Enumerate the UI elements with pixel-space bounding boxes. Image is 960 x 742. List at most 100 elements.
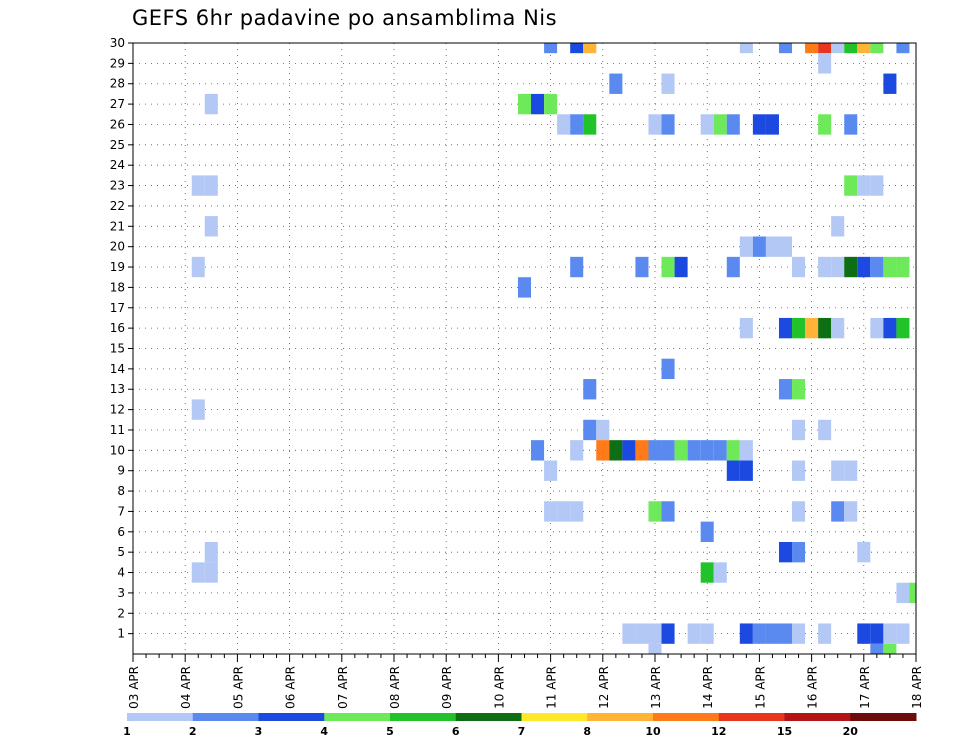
data-cell <box>583 43 597 54</box>
data-cell <box>792 419 806 441</box>
colorbar-label: 7 <box>518 725 526 738</box>
y-tick-label: 15 <box>110 342 125 356</box>
colorbar-label: 10 <box>645 725 661 738</box>
colorbar-segment <box>521 713 588 721</box>
data-cell <box>635 256 649 278</box>
x-tick-label: 03 APR <box>127 666 141 709</box>
data-cell <box>896 582 910 604</box>
x-tick-label: 14 APR <box>701 666 715 709</box>
data-cell <box>883 256 897 278</box>
colorbar-label: 12 <box>711 725 726 738</box>
data-cell <box>805 317 819 339</box>
x-tick-label: 17 APR <box>858 666 872 709</box>
x-tick-label: 11 APR <box>545 666 559 709</box>
data-cell <box>870 256 884 278</box>
y-tick-label: 9 <box>117 464 125 478</box>
data-cell <box>557 501 571 522</box>
data-cell <box>204 93 218 115</box>
data-cell <box>191 256 205 278</box>
x-tick-label: 10 APR <box>492 666 506 709</box>
data-cell <box>204 541 218 563</box>
data-cell <box>909 582 916 604</box>
data-cell <box>765 623 779 644</box>
data-cell <box>700 623 714 644</box>
data-cell <box>191 175 205 196</box>
y-tick-label: 30 <box>110 36 125 50</box>
y-tick-label: 13 <box>110 382 125 396</box>
data-cell <box>648 643 662 654</box>
data-cell <box>674 440 688 461</box>
colorbar-segment <box>390 713 457 721</box>
data-cell <box>726 114 740 135</box>
data-cell <box>831 216 845 237</box>
colorbar-label: 8 <box>583 725 591 738</box>
data-cell <box>896 43 910 54</box>
data-cell <box>713 440 727 461</box>
data-cell <box>648 623 662 644</box>
y-tick-label: 28 <box>110 77 125 91</box>
data-cell <box>635 623 649 644</box>
data-cell <box>726 256 740 278</box>
data-cell <box>517 93 532 115</box>
data-cell <box>674 256 688 278</box>
data-cell <box>583 419 597 441</box>
data-cell <box>778 43 793 54</box>
data-cell <box>648 501 662 522</box>
data-cell <box>844 256 858 278</box>
data-cell <box>739 440 753 461</box>
data-cell <box>544 43 558 54</box>
data-cell <box>883 643 897 654</box>
y-tick-label: 8 <box>117 484 125 498</box>
data-cell <box>765 114 779 135</box>
data-cell <box>896 317 910 339</box>
data-cell <box>792 541 806 563</box>
colorbar-segment <box>324 713 391 721</box>
colorbar-label: 4 <box>320 725 328 738</box>
data-cell <box>818 623 832 644</box>
y-tick-label: 11 <box>110 423 125 437</box>
data-cell <box>831 317 845 339</box>
x-tick-label: 15 APR <box>753 666 767 709</box>
data-cell <box>204 216 218 237</box>
data-cell <box>544 501 558 522</box>
colorbar-segment <box>587 713 654 721</box>
data-cell <box>857 43 871 54</box>
colorbar-label: 2 <box>189 725 197 738</box>
data-cell <box>700 562 714 583</box>
data-cell <box>204 562 218 583</box>
colorbar-label: 5 <box>386 725 394 738</box>
colorbar-label: 3 <box>255 725 263 738</box>
x-tick-label: 16 APR <box>806 666 820 709</box>
data-cell <box>609 440 623 461</box>
data-cell <box>661 256 675 278</box>
data-cell <box>752 114 766 135</box>
colorbar: 1 2 3 4 5 6 7 8 10 12 15 20 <box>123 713 917 738</box>
colorbar-segment <box>718 713 785 721</box>
data-cell <box>831 460 845 481</box>
data-cell <box>739 43 753 54</box>
data-cell <box>778 317 793 339</box>
data-cell <box>583 114 597 135</box>
data-cell <box>570 43 584 54</box>
data-cell <box>700 440 714 461</box>
data-cell <box>818 114 832 135</box>
data-cell <box>648 440 662 461</box>
y-tick-label: 29 <box>110 56 125 70</box>
y-tick-label: 10 <box>110 443 125 457</box>
colorbar-segment <box>127 713 194 721</box>
data-cell <box>191 562 205 583</box>
data-cell <box>713 562 727 583</box>
data-cell <box>661 440 675 461</box>
data-cell <box>818 419 832 441</box>
x-tick-label: 13 APR <box>649 666 663 709</box>
colorbar-segment <box>784 713 851 721</box>
data-cell <box>544 93 558 115</box>
data-cell <box>896 256 910 278</box>
data-cell <box>583 379 597 400</box>
y-tick-label: 5 <box>117 545 125 559</box>
data-cell <box>700 521 714 542</box>
data-cell <box>870 43 884 54</box>
data-cell <box>831 501 845 522</box>
colorbar-label: 1 <box>123 725 131 738</box>
colorbar-segment <box>653 713 720 721</box>
